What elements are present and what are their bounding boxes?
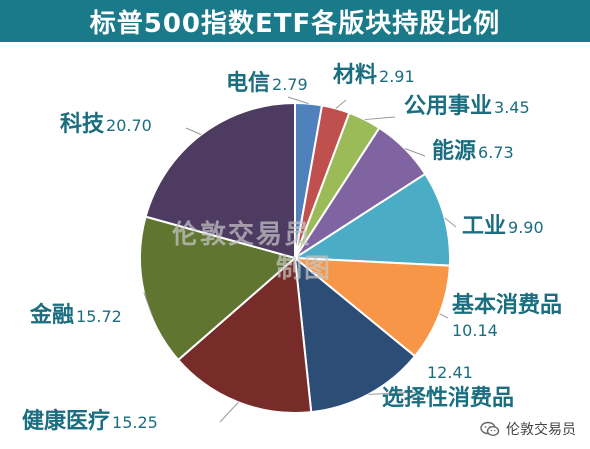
slice-name-1: 电信 [226,70,270,96]
slice-value-8: 15.25 [112,413,158,432]
slice-value-10: 20.70 [106,116,152,135]
title-bar: 标普500指数ETF各版块持股比例 [0,0,590,42]
slice-label-6: 基本消费品 [452,293,562,318]
slice-value-2: 2.91 [379,67,415,86]
slice-value-9: 15.72 [76,307,122,326]
watermark-line1: 伦敦交易员 [172,220,313,250]
pie-slice-10 [144,101,296,260]
leader-line-5 [444,217,457,228]
slice-value-7: 12.41 [427,363,473,382]
pie-slice-8 [176,255,313,414]
slice-label-10: 科技 20.70 [60,112,152,137]
slice-value-5: 9.90 [508,218,544,237]
slice-name-7: 选择性消费品 [382,385,514,411]
slice-value-6: 10.14 [452,321,498,340]
slice-name-9: 金融 [29,302,74,328]
slice-label-2: 材料 2.91 [333,63,415,88]
chart-title: 标普500指数ETF各版块持股比例 [89,8,501,39]
slice-value-1: 2.79 [272,75,308,94]
slice-label-1: 电信 2.79 [226,70,308,96]
leader-lines [143,96,457,423]
footer-watermark: 伦敦交易员 [480,419,576,439]
leader-line-8 [219,401,239,423]
slice-label-8: 健康医疗 15.25 [22,408,158,434]
slice-name-6: 基本消费品 [452,293,562,318]
slice-name-3: 公用事业 [404,93,492,119]
slice-name-5: 工业 [462,214,506,239]
pie-slices [139,101,451,414]
pie-slice-5 [291,172,451,267]
slice-name-2: 材料 [333,63,377,88]
slice-label-9: 金融 15.72 [29,302,122,328]
leader-line-6 [439,313,449,319]
leader-line-4 [404,148,426,157]
leader-line-7 [368,391,421,395]
slice-name-4: 能源 [432,138,476,164]
slice-label-4: 能源 6.73 [432,138,514,164]
slice-labels: 电信 2.79 材料 2.91 公用事业 3.45 能源 6.73 工业 9.90 基本消费品 10.… [22,63,562,434]
leader-line-10 [185,127,202,136]
footer-label: 伦敦交易员 [506,422,576,438]
slice-label-3: 公用事业 3.45 [404,93,530,119]
slice-name-10: 科技 [60,112,105,137]
leader-line-1 [287,96,309,105]
leader-line-2 [335,99,347,109]
slice-label-7: 选择性消费品 [382,385,514,411]
leader-line-9 [143,292,153,316]
slice-label-5: 工业 9.90 [462,214,544,239]
slice-value-3: 3.45 [494,98,530,117]
slice-name-8: 健康医疗 [22,408,110,434]
slice-value-4: 6.73 [478,143,514,162]
wechat-icon [480,421,500,437]
watermark-line2: 制图 [276,254,333,284]
leader-line-3 [364,116,396,121]
